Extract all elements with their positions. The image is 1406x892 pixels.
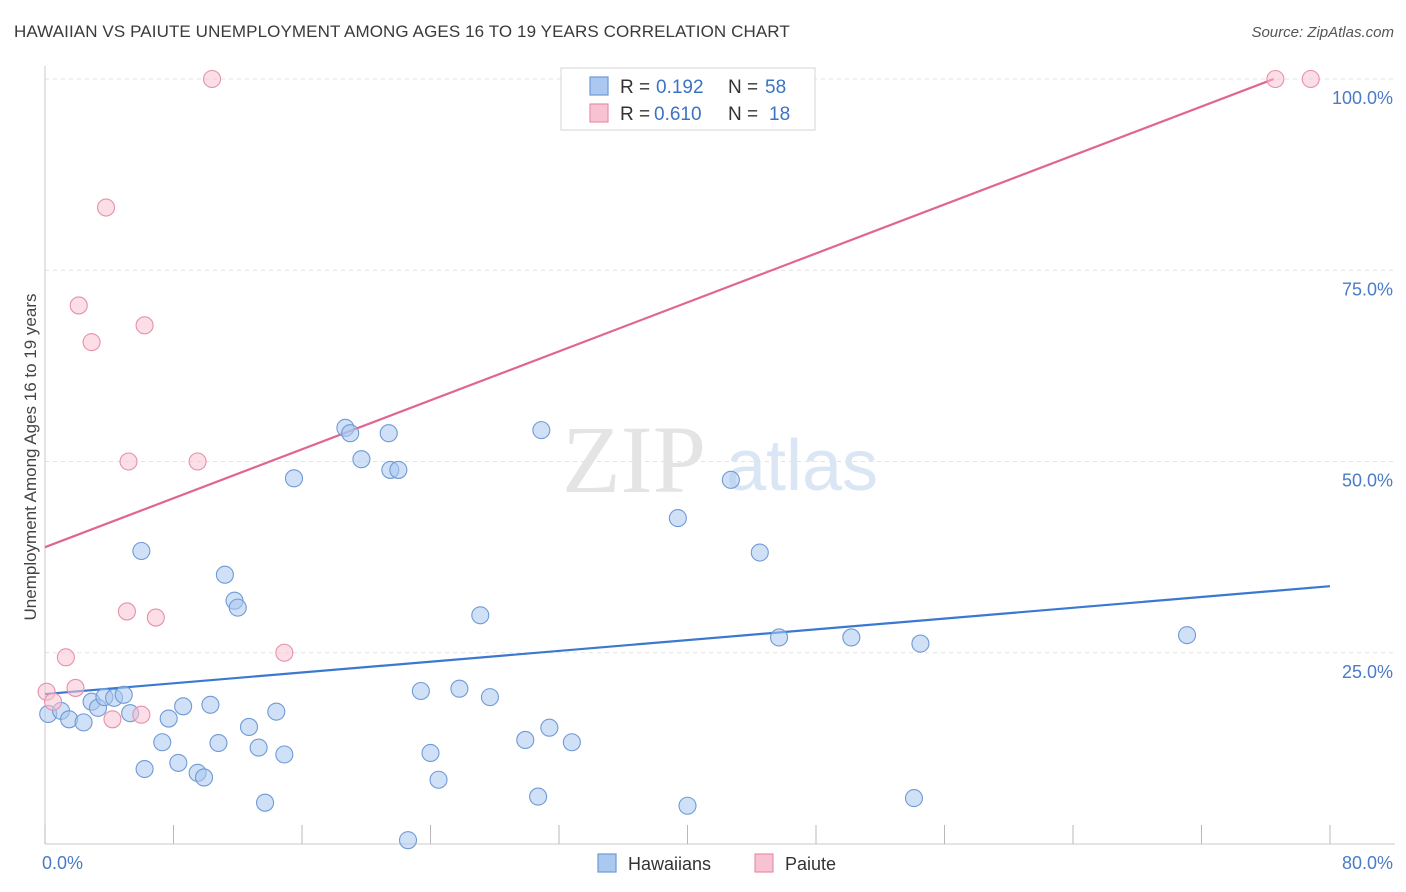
data-point-paiute [1301, 69, 1320, 89]
bottom-legend-swatch-hawaiians [597, 853, 617, 873]
data-point-hawaiians [379, 424, 398, 443]
data-point-hawaiians [201, 695, 220, 714]
data-point-hawaiians [169, 753, 188, 772]
data-point-paiute [132, 705, 151, 724]
data-point-paiute [1266, 69, 1285, 89]
trend-lines [44, 77, 1331, 696]
y-tick-label: 100.0% [1332, 88, 1393, 108]
legend-item-hawaiians: R = 0.192 N = 58 [589, 76, 786, 98]
data-point-paiute [117, 602, 136, 621]
data-point-paiute [66, 678, 85, 697]
y-tick-label: 75.0% [1342, 279, 1393, 299]
data-point-paiute [56, 648, 75, 667]
data-point-hawaiians [668, 509, 687, 528]
data-point-hawaiians [770, 628, 789, 647]
data-point-hawaiians [135, 759, 154, 779]
legend: R = 0.192 N = 58 R = 0.610 N = 18 [560, 67, 816, 131]
data-point-hawaiians [174, 697, 193, 716]
data-point-hawaiians [275, 745, 294, 764]
data-point-hawaiians [562, 733, 581, 752]
data-point-hawaiians [398, 831, 418, 850]
bottom-legend-label-paiute: Paiute [785, 854, 836, 874]
data-point-paiute [96, 198, 116, 217]
data-point-hawaiians [114, 685, 133, 704]
data-point-hawaiians [678, 796, 697, 815]
data-point-hawaiians [256, 793, 275, 812]
data-point-hawaiians [228, 598, 247, 617]
data-point-paiute [119, 452, 138, 471]
data-point-hawaiians [516, 730, 535, 750]
data-point-hawaiians [132, 541, 151, 561]
legend-n-label: N = [728, 77, 758, 98]
trend-line-paiute [44, 77, 1275, 549]
data-point-hawaiians [471, 606, 490, 625]
legend-item-paiute: R = 0.610 N = 18 [589, 103, 790, 125]
source-credit: Source: ZipAtlas.com [1251, 24, 1394, 41]
data-point-hawaiians [411, 681, 430, 701]
data-point-hawaiians [267, 702, 286, 721]
data-point-hawaiians [750, 543, 769, 562]
data-point-hawaiians [842, 628, 861, 647]
tick-labels: 25.0% 50.0% 75.0% 100.0% 0.0% 80.0% [42, 88, 1393, 873]
gridlines [45, 78, 1395, 654]
bottom-legend-swatch-paiute [754, 853, 774, 873]
data-point-hawaiians [74, 713, 93, 732]
x-tick-label: 0.0% [42, 853, 83, 873]
data-point-paiute [135, 316, 154, 335]
data-point-hawaiians [194, 768, 214, 787]
data-point-hawaiians [249, 738, 268, 757]
legend-r-value: 0.610 [654, 104, 702, 125]
data-point-hawaiians [215, 565, 234, 584]
y-tick-label: 50.0% [1342, 471, 1393, 491]
data-point-hawaiians [529, 787, 548, 806]
data-point-paiute [82, 333, 101, 352]
y-tick-label: 25.0% [1342, 662, 1393, 682]
data-point-paiute [203, 69, 222, 89]
bottom-legend-label-hawaiians: Hawaiians [628, 854, 711, 874]
legend-n-label: N = [728, 104, 758, 125]
x-tick-label: 80.0% [1342, 853, 1393, 873]
data-point-paiute [43, 692, 63, 711]
data-point-hawaiians [540, 718, 559, 737]
data-point-hawaiians [209, 733, 228, 753]
data-point-hawaiians [341, 424, 360, 443]
legend-swatch-paiute [589, 103, 609, 123]
bottom-legend: Hawaiians Paiute [597, 853, 836, 874]
y-axis-label: Unemployment Among Ages 16 to 19 years [21, 294, 40, 621]
watermark: ZIP atlas [562, 406, 878, 513]
trend-line-hawaiians [44, 585, 1331, 696]
data-point-hawaiians [911, 634, 930, 653]
data-points [37, 69, 1320, 850]
chart-title: HAWAIIAN VS PAIUTE UNEMPLOYMENT AMONG AG… [14, 22, 790, 41]
legend-r-value: 0.192 [656, 77, 704, 98]
data-point-hawaiians [159, 709, 178, 728]
data-point-hawaiians [721, 470, 740, 489]
legend-r-label: R = [620, 77, 650, 98]
data-point-hawaiians [153, 733, 172, 752]
data-point-hawaiians [532, 421, 551, 440]
legend-swatch-hawaiians [589, 76, 609, 96]
data-point-hawaiians [1177, 626, 1197, 645]
data-point-hawaiians [429, 770, 448, 789]
legend-n-value: 18 [769, 104, 790, 125]
data-point-paiute [103, 710, 122, 729]
data-point-hawaiians [904, 789, 924, 808]
legend-n-value: 58 [765, 77, 786, 98]
watermark-atlas: atlas [726, 426, 878, 506]
legend-r-label: R = [620, 104, 650, 125]
watermark-zip: ZIP [562, 406, 706, 513]
data-point-hawaiians [352, 450, 371, 469]
data-point-paiute [146, 608, 165, 627]
data-point-hawaiians [421, 743, 440, 763]
data-point-paiute [188, 452, 207, 471]
data-point-paiute [275, 643, 294, 662]
data-point-hawaiians [450, 679, 469, 698]
data-point-hawaiians [284, 469, 304, 488]
data-point-hawaiians [480, 688, 499, 707]
data-point-hawaiians [239, 717, 259, 737]
data-point-paiute [69, 296, 88, 315]
data-point-hawaiians [389, 460, 408, 479]
